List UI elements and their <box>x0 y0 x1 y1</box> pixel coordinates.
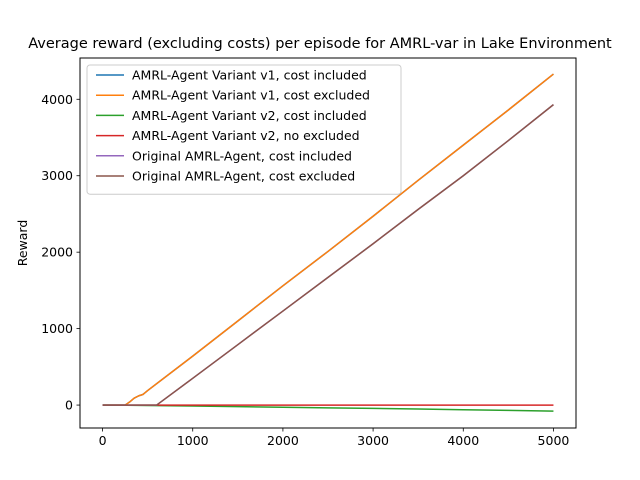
y-tick-label-3: 3000 <box>41 168 73 183</box>
x-tick-label-4: 4000 <box>447 433 479 448</box>
x-tick-label-0: 0 <box>99 433 107 448</box>
x-axis: 0 1000 2000 3000 4000 5000 <box>99 428 570 448</box>
legend: AMRL-Agent Variant v1, cost included AMRL… <box>86 64 402 195</box>
series-line-1 <box>102 73 554 406</box>
series-layer <box>102 73 554 412</box>
legend-box <box>86 64 402 195</box>
y-tick-label-2: 2000 <box>41 245 73 260</box>
y-tick-label-1: 1000 <box>41 321 73 336</box>
legend-label-3: AMRL-Agent Variant v2, no excluded <box>132 128 360 143</box>
x-tick-label-5: 5000 <box>538 433 570 448</box>
y-tick-label-0: 0 <box>65 398 73 413</box>
legend-label-0: AMRL-Agent Variant v1, cost included <box>132 68 367 83</box>
y-axis-label: Reward <box>15 220 30 267</box>
series-line-2 <box>102 404 554 412</box>
chart-title: Average reward (excluding costs) per epi… <box>28 36 612 52</box>
plot-frame <box>79 57 577 429</box>
x-tick-label-2: 2000 <box>267 433 299 448</box>
legend-label-5: Original AMRL-Agent, cost excluded <box>132 169 355 184</box>
y-tick-label-4: 4000 <box>41 92 73 107</box>
y-axis: 0 1000 2000 3000 4000 <box>41 92 80 413</box>
series-line-5 <box>102 104 554 406</box>
legend-label-4: Original AMRL-Agent, cost included <box>132 148 352 163</box>
legend-label-2: AMRL-Agent Variant v2, cost included <box>132 108 367 123</box>
x-tick-label-3: 3000 <box>357 433 389 448</box>
x-tick-label-1: 1000 <box>177 433 209 448</box>
legend-label-1: AMRL-Agent Variant v1, cost excluded <box>132 88 370 103</box>
